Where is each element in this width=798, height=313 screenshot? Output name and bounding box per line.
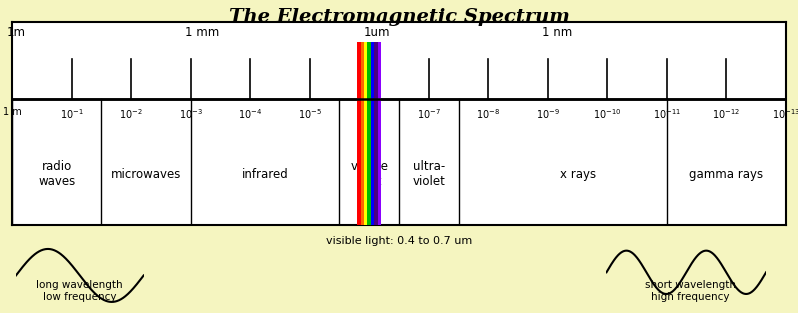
Text: 1um: 1um — [364, 26, 390, 38]
Text: radio
waves: radio waves — [38, 161, 75, 188]
Bar — [357, 42, 361, 225]
Text: 1m: 1m — [6, 26, 26, 38]
Text: short wavelength
high frequency: short wavelength high frequency — [645, 280, 736, 302]
Text: 10$^{-10}$: 10$^{-10}$ — [593, 107, 622, 121]
Bar — [374, 42, 378, 225]
Text: 1 m: 1 m — [2, 107, 22, 117]
Text: 10$^{-3}$: 10$^{-3}$ — [179, 107, 203, 121]
Text: 10$^{-5}$: 10$^{-5}$ — [298, 107, 322, 121]
Text: x rays: x rays — [559, 168, 595, 181]
Text: 10$^{-6}$: 10$^{-6}$ — [358, 107, 381, 121]
Text: visible
light: visible light — [350, 161, 389, 188]
Text: gamma rays: gamma rays — [689, 168, 764, 181]
Text: infrared: infrared — [242, 168, 288, 181]
Text: 10$^{-11}$: 10$^{-11}$ — [653, 107, 681, 121]
Text: The Electromagnetic Spectrum: The Electromagnetic Spectrum — [228, 8, 570, 26]
Bar — [361, 42, 364, 225]
Bar — [368, 42, 371, 225]
Text: 10$^{-7}$: 10$^{-7}$ — [417, 107, 440, 121]
Text: 10$^{-12}$: 10$^{-12}$ — [713, 107, 741, 121]
Text: 10$^{-4}$: 10$^{-4}$ — [238, 107, 263, 121]
Text: microwaves: microwaves — [111, 168, 181, 181]
Text: 10$^{-2}$: 10$^{-2}$ — [119, 107, 143, 121]
Bar — [371, 42, 374, 225]
Bar — [364, 42, 368, 225]
Text: 10$^{-8}$: 10$^{-8}$ — [476, 107, 500, 121]
Text: 10$^{-9}$: 10$^{-9}$ — [536, 107, 560, 121]
Text: long wavelength
low frequency: long wavelength low frequency — [37, 280, 123, 302]
Text: 10$^{-1}$: 10$^{-1}$ — [60, 107, 84, 121]
Text: 10$^{-13}$: 10$^{-13}$ — [772, 107, 798, 121]
Text: 1 nm: 1 nm — [543, 26, 573, 38]
Text: ultra-
violet: ultra- violet — [413, 161, 445, 188]
Text: 1 mm: 1 mm — [185, 26, 219, 38]
Bar — [378, 42, 381, 225]
Text: visible light: 0.4 to 0.7 um: visible light: 0.4 to 0.7 um — [326, 236, 472, 246]
